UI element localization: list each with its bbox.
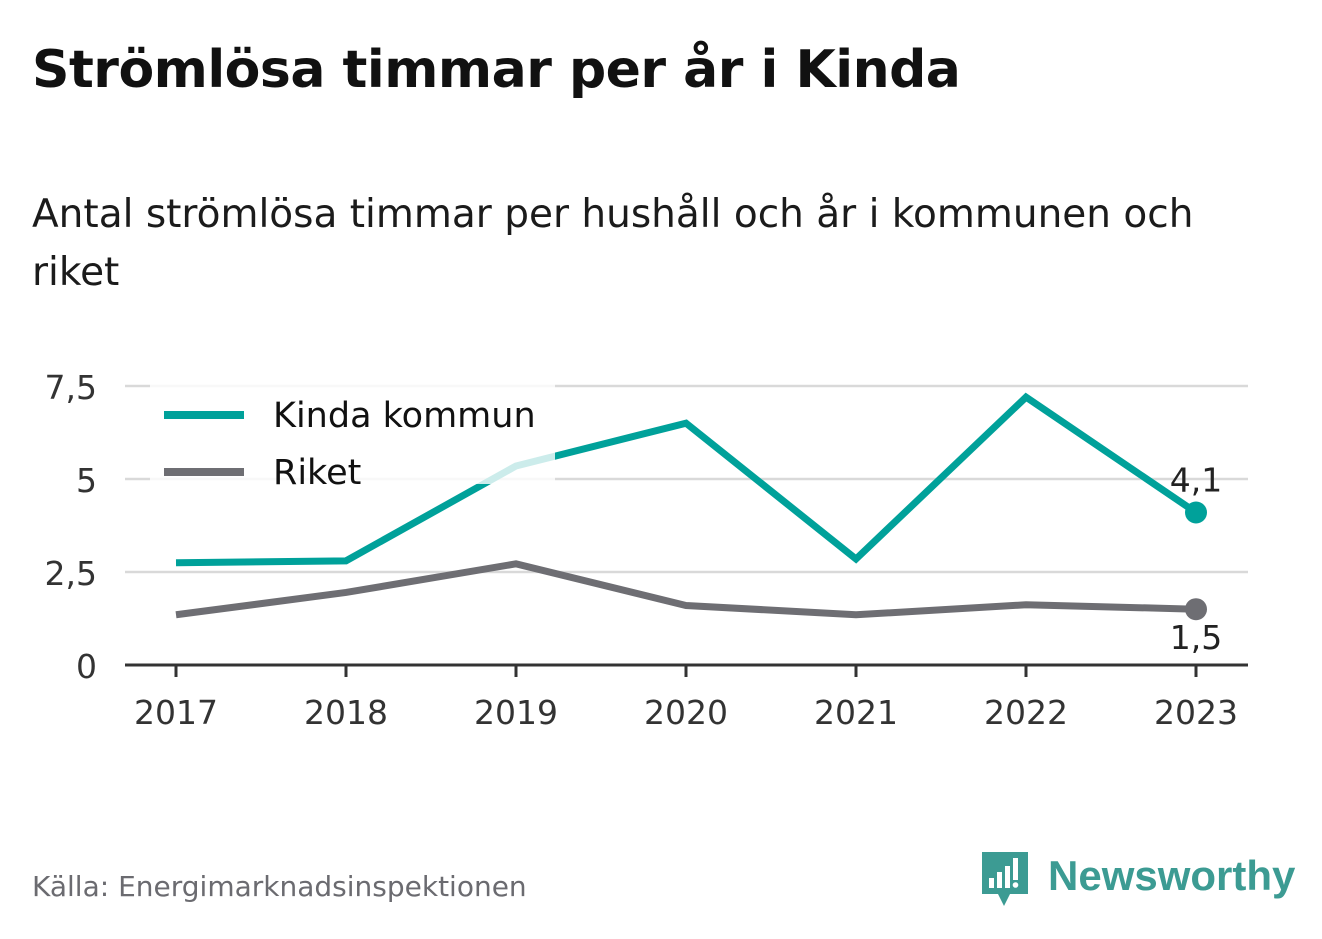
x-tick-label: 2017 [134, 693, 218, 732]
series-lines [175, 392, 1207, 621]
axes: 0 2,5 5 7,5 2017 2018 2019 2020 2021 2022 2023 [45, 368, 1248, 732]
x-tick-label: 2020 [644, 693, 728, 732]
x-tick-label: 2018 [304, 693, 388, 732]
logo-text: Newsworthy [1048, 852, 1296, 899]
y-tick-label: 5 [76, 461, 97, 500]
source-note: Källa: Energimarknadsinspektionen [32, 870, 527, 903]
legend-label: Riket [273, 453, 361, 493]
end-point-kinda [1185, 501, 1207, 524]
y-tick-label: 2,5 [45, 554, 97, 593]
newsworthy-bar-chart-icon [982, 852, 1028, 906]
y-tick-label: 0 [76, 647, 97, 686]
end-label-riket: 1,5 [1170, 618, 1222, 657]
x-tick-label: 2023 [1154, 693, 1238, 732]
series-line-riket [175, 560, 1197, 619]
legend: Kinda kommun Riket [150, 384, 555, 493]
series-line-kinda [175, 392, 1198, 567]
end-labels: 4,1 1,5 [1170, 460, 1222, 657]
legend-label: Kinda kommun [273, 396, 536, 436]
x-tick-label: 2022 [984, 693, 1068, 732]
legend-background [150, 384, 555, 484]
chart-title: Strömlösa timmar per år i Kinda [32, 40, 961, 100]
x-tick-label: 2019 [474, 693, 558, 732]
y-tick-label: 7,5 [45, 368, 97, 407]
newsworthy-logo: Newsworthy [980, 850, 1300, 912]
chart-subtitle: Antal strömlösa timmar per hushåll och å… [32, 192, 1194, 295]
end-label-kinda: 4,1 [1170, 460, 1222, 499]
x-tick-label: 2021 [814, 693, 898, 732]
end-point-riket [1185, 598, 1207, 621]
